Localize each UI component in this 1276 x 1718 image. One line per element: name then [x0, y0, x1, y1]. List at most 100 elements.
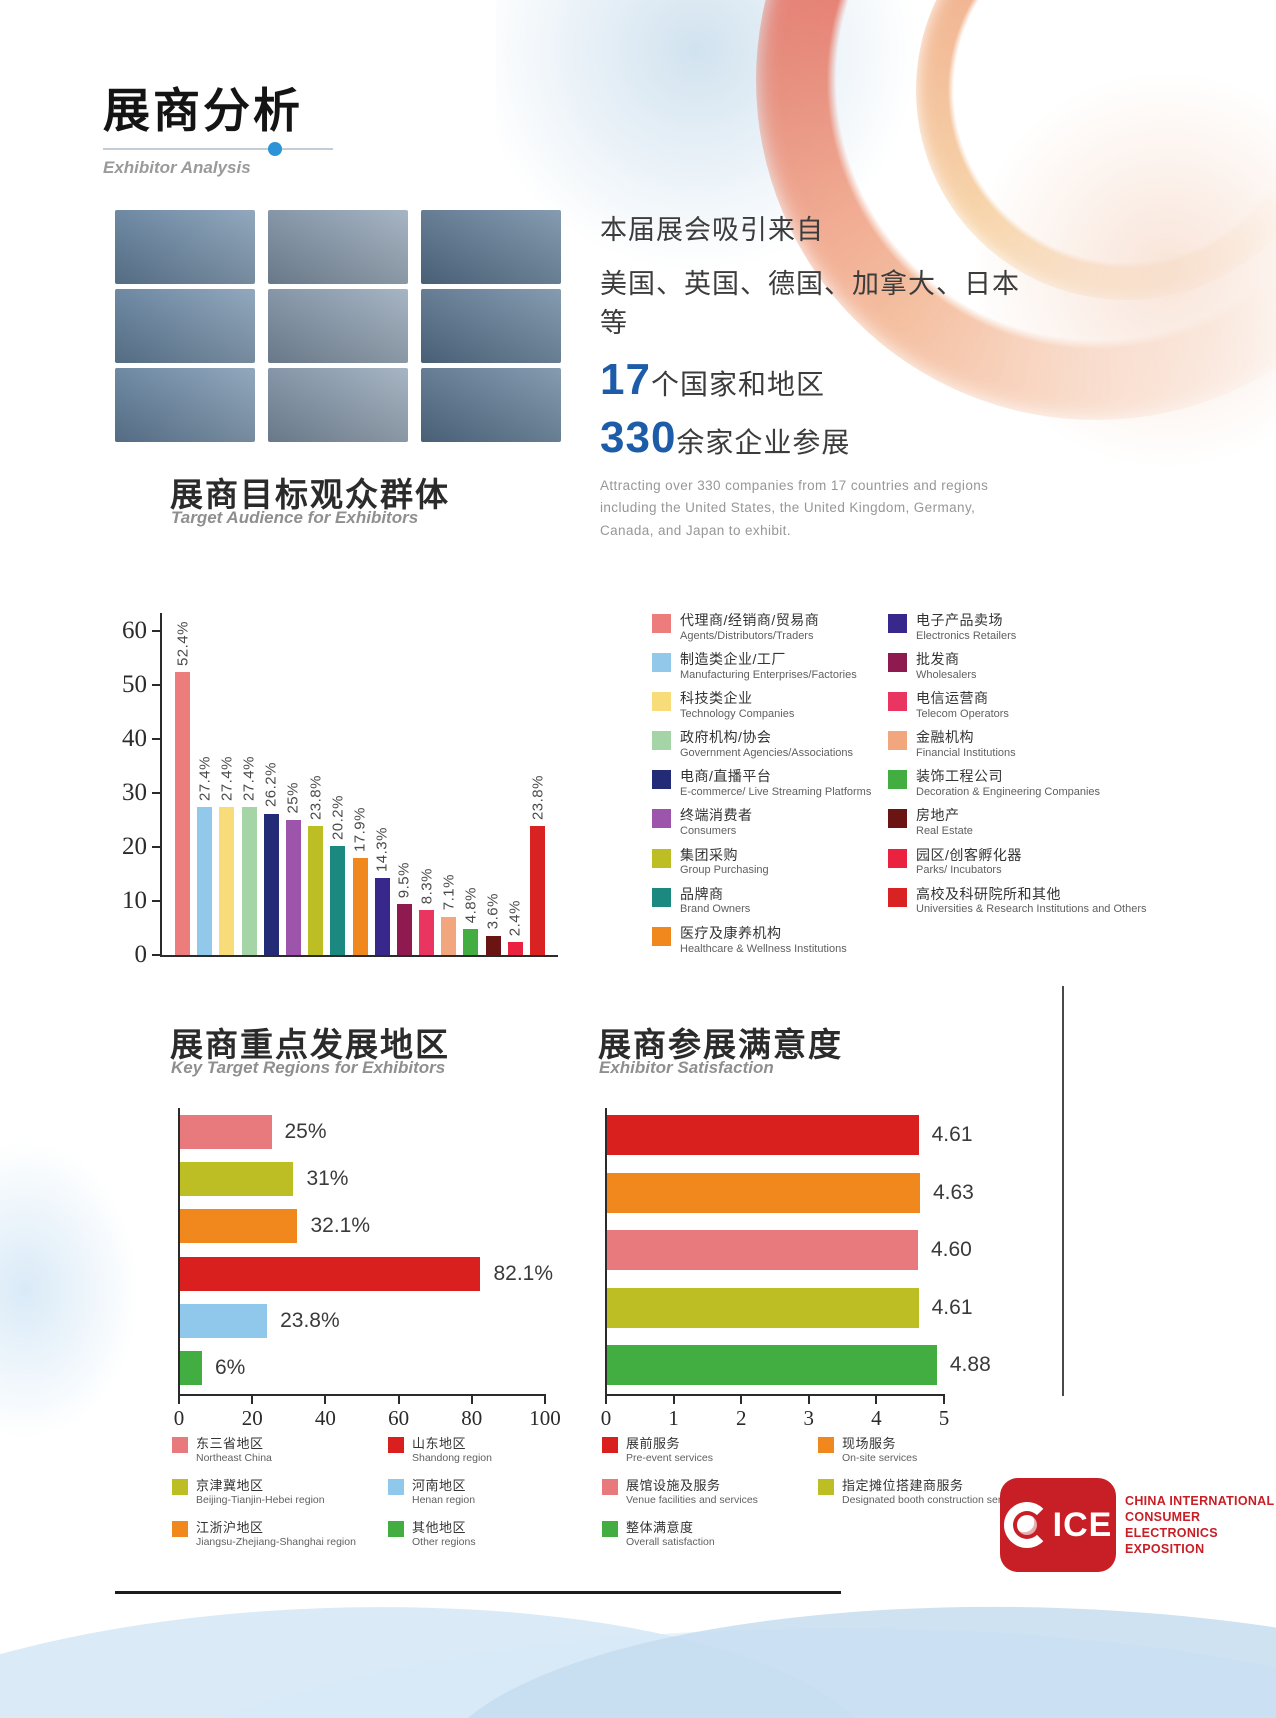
stat-countries-number: 17 — [600, 355, 651, 404]
footer-rule — [115, 1591, 841, 1594]
legend-item: 批发商 Wholesalers — [888, 651, 1188, 682]
y-axis-tick — [152, 684, 160, 686]
legend-swatch-icon — [888, 692, 907, 712]
audience-bar-group: 20.2% — [329, 795, 346, 955]
legend-label: 高校及科研院所和其他 Universities & Research Instit… — [916, 886, 1147, 917]
legend-label-en: Decoration & Engineering Companies — [916, 786, 1101, 799]
legend-label: 房地产 Real Estate — [916, 807, 973, 838]
x-axis-tick-label: 100 — [529, 1406, 561, 1430]
x-axis-tick-label: 5 — [938, 1406, 950, 1430]
legend-item: 制造类企业/工厂 Manufacturing Enterprises/Factor… — [652, 651, 888, 682]
bar-value-label: 4.61 — [931, 1123, 973, 1146]
y-axis-tick — [152, 630, 160, 632]
regions-bar — [180, 1115, 272, 1149]
title-underline — [103, 142, 333, 156]
legend-label-en: On-site services — [842, 1451, 918, 1464]
legend-label-cn: 指定摊位搭建商服务 — [842, 1478, 964, 1494]
x-axis-tick — [807, 1396, 810, 1404]
legend-swatch-icon — [652, 770, 671, 790]
satisfaction-bar — [607, 1172, 920, 1213]
x-axis-tick — [605, 1396, 607, 1404]
legend-label-en: Wholesalers — [916, 668, 977, 681]
satisfaction-bar — [607, 1115, 919, 1155]
bar-value-label: 4.60 — [930, 1238, 972, 1261]
legend-item: 医疗及康养机构 Healthcare & Wellness Institution… — [652, 925, 888, 956]
legend-label-en: Technology Companies — [680, 707, 795, 720]
legend-label: 金融机构 Financial Institutions — [916, 729, 1016, 760]
exhibition-photo — [115, 368, 255, 442]
legend-label: 制造类企业/工厂 Manufacturing Enterprises/Factor… — [680, 651, 857, 682]
x-axis-tick-label: 2 — [735, 1406, 747, 1430]
legend-label-en: Real Estate — [916, 825, 973, 838]
legend-label-cn: 终端消费者 — [680, 807, 753, 824]
legend-label: 京津冀地区 Beijing-Tianjin-Hebei region — [196, 1478, 325, 1507]
legend-swatch-icon — [652, 653, 671, 673]
hbar-row: 4.60 — [607, 1230, 972, 1270]
legend-label: 山东地区 Shandong region — [412, 1436, 492, 1465]
legend-label: 园区/创客孵化器 Parks/ Incubators — [916, 847, 1022, 878]
legend-label-cn: 房地产 — [916, 807, 960, 824]
satisfaction-bar-chart: 4.61 4.63 4.60 4.61 4.88 0 1 2 3 4 5 — [601, 1108, 991, 1430]
legend-item: 整体满意度 Overall satisfaction — [602, 1520, 818, 1549]
legend-label-cn: 电信运营商 — [916, 690, 989, 707]
audience-bar-group: 2.4% — [507, 900, 524, 955]
audience-bar-group: 27.4% — [241, 756, 258, 955]
regions-legend: 东三省地区 Northeast China 京津冀地区 Beijing-Tianjin… — [172, 1436, 628, 1550]
bar-value-label: 23.8% — [307, 775, 325, 821]
legend-label-cn: 代理商/经销商/贸易商 — [680, 612, 820, 628]
legend-label-cn: 河南地区 — [412, 1478, 467, 1494]
legend-label-cn: 展馆设施及服务 — [626, 1478, 721, 1494]
y-axis-tick-label: 0 — [134, 941, 148, 968]
legend-swatch-icon — [818, 1479, 834, 1496]
cice-logo-caption: CHINA INTERNATIONAL CONSUMER ELECTRONICS… — [1125, 1493, 1276, 1558]
satisfaction-bar — [607, 1345, 937, 1385]
audience-section-subtitle: Target Audience for Exhibitors — [171, 508, 419, 527]
intro-english-paragraph: Attracting over 330 companies from 17 co… — [600, 478, 989, 538]
cice-caption-line2: CONSUMER ELECTRONICS — [1125, 1509, 1218, 1540]
legend-label: 整体满意度 Overall satisfaction — [626, 1520, 715, 1549]
legend-item: 科技类企业 Technology Companies — [652, 690, 888, 721]
y-axis-tick-label: 50 — [122, 671, 147, 698]
regions-bar — [180, 1162, 294, 1197]
legend-item: 房地产 Real Estate — [888, 807, 1188, 838]
audience-bar-group: 17.9% — [352, 807, 369, 955]
y-axis-tick — [152, 954, 160, 956]
legend-label: 展前服务 Pre-event services — [626, 1436, 713, 1465]
x-axis-tick-label: 1 — [668, 1406, 679, 1430]
legend-swatch-icon — [652, 692, 671, 712]
exhibition-photo — [421, 210, 561, 284]
bar-value-label: 26.2% — [262, 762, 280, 808]
legend-label: 电信运营商 Telecom Operators — [916, 690, 1009, 721]
legend-label-cn: 整体满意度 — [626, 1520, 694, 1536]
intro-block: 本届展会吸引来自 美国、英国、德国、加拿大、日本等 17个国家和地区 330余家… — [600, 208, 1020, 542]
audience-bar-group: 27.4% — [196, 756, 213, 955]
x-axis-tick — [875, 1396, 878, 1404]
y-axis-tick — [152, 738, 160, 740]
legend-item: 山东地区 Shandong region — [388, 1436, 628, 1465]
legend-swatch-icon — [888, 731, 907, 751]
legend-item: 东三省地区 Northeast China — [172, 1436, 388, 1465]
y-axis-tick-label: 30 — [122, 779, 147, 806]
audience-bar-group: 25% — [285, 782, 302, 955]
legend-item: 现场服务 On-site services — [818, 1436, 1058, 1465]
x-axis-tick — [397, 1396, 400, 1404]
bar-value-label: 17.9% — [351, 807, 369, 853]
audience-bar — [374, 877, 390, 955]
legend-label: 终端消费者 Consumers — [680, 807, 753, 838]
y-axis-tick — [152, 846, 160, 848]
audience-bar-group: 9.5% — [396, 862, 413, 955]
legend-label-en: Jiangsu-Zhejiang-Shanghai region — [196, 1536, 356, 1549]
audience-bar-group: 3.6% — [485, 893, 502, 955]
legend-item: 园区/创客孵化器 Parks/ Incubators — [888, 847, 1188, 878]
x-axis-tick-label: 80 — [461, 1406, 483, 1430]
exhibition-photo — [115, 289, 255, 363]
legend-label: 其他地区 Other regions — [412, 1520, 476, 1549]
audience-bar — [197, 807, 213, 955]
audience-bar — [352, 858, 368, 955]
exhibition-photo — [115, 210, 255, 284]
legend-label-en: Consumers — [680, 825, 737, 838]
bar-value-label: 27.4% — [218, 756, 236, 802]
legend-item: 电信运营商 Telecom Operators — [888, 690, 1188, 721]
legend-label-cn: 电子产品卖场 — [916, 612, 1003, 628]
